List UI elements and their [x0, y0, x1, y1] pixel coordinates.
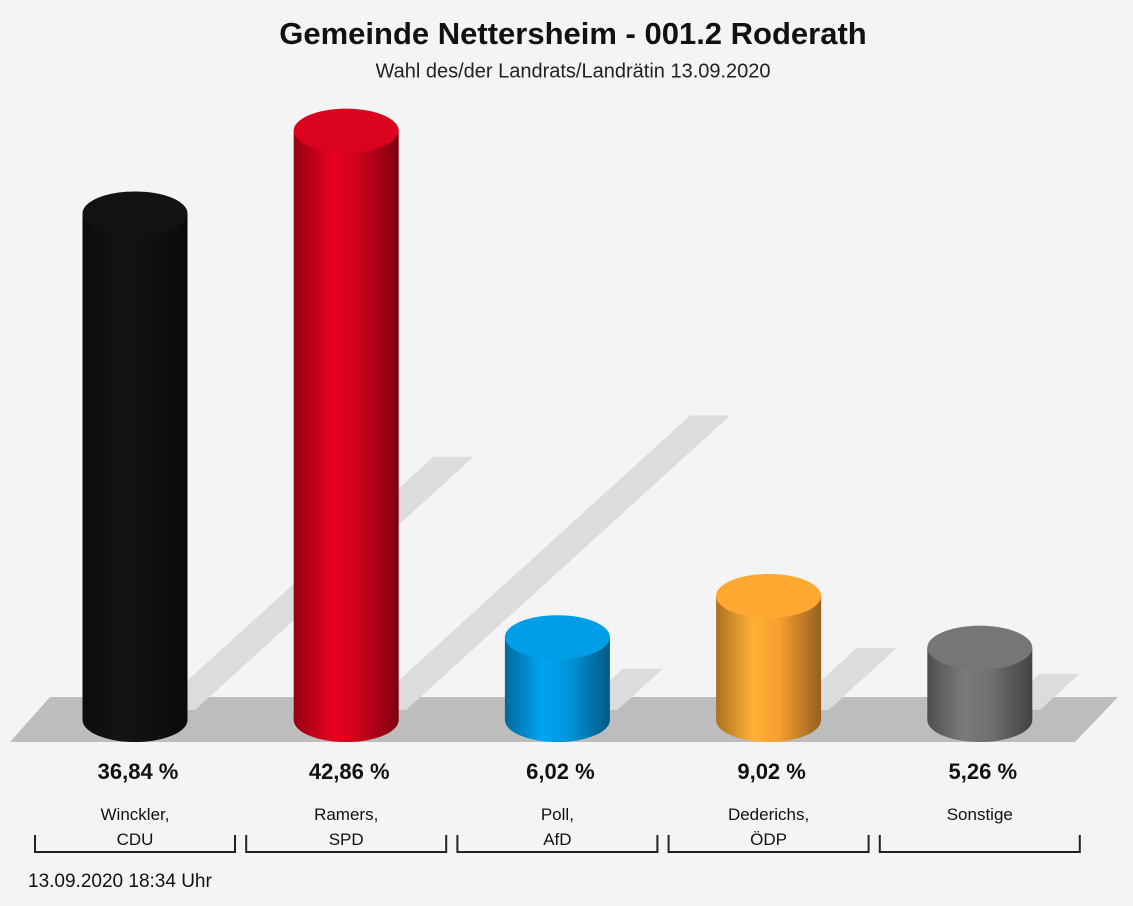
- chart-subtitle: Wahl des/der Landrats/Landrätin 13.09.20…: [375, 60, 770, 82]
- bar-top: [293, 108, 399, 153]
- value-label: 36,84 %: [98, 759, 179, 784]
- bar-top: [82, 191, 188, 236]
- x-tick-label: Poll, AfD: [540, 805, 574, 849]
- x-tick-label: Ramers, SPD: [314, 805, 379, 849]
- bar: [293, 130, 399, 721]
- value-label: 5,26 %: [949, 759, 1018, 784]
- x-tick-label: Dederichs, ÖDP: [727, 805, 810, 849]
- category-bracket: [878, 835, 1081, 853]
- bar-top: [716, 573, 822, 618]
- bar: [82, 213, 188, 720]
- bar-top: [927, 625, 1033, 670]
- category-bracket: [667, 835, 870, 853]
- value-label: 42,86 %: [309, 759, 390, 784]
- category-bracket: [34, 835, 236, 853]
- bar-base: [504, 698, 610, 742]
- x-tick-label: Winckler, CDU: [100, 805, 170, 849]
- category-bracket: [456, 835, 659, 853]
- bar-base: [716, 698, 822, 742]
- value-label: 6,02 %: [526, 759, 595, 784]
- bar-base: [927, 698, 1033, 742]
- x-tick-label: Sonstige: [946, 805, 1013, 824]
- bar-base: [82, 698, 188, 742]
- bar-base: [293, 698, 399, 742]
- chart-title: Gemeinde Nettersheim - 001.2 Roderath: [279, 16, 866, 51]
- footer: 13.09.2020 18:34 Uhr: [28, 871, 212, 892]
- category-bracket: [245, 835, 448, 853]
- value-label: 9,02 %: [737, 759, 806, 784]
- bar-shadow: [366, 415, 731, 710]
- bar-top: [504, 615, 610, 660]
